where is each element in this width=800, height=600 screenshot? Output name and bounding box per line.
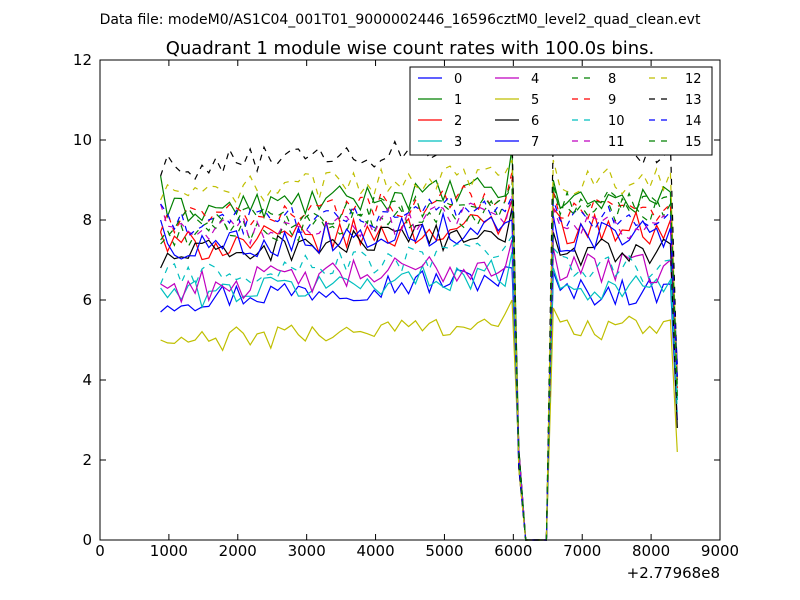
tick-layer: 0 1000 2000 3000 4000 5000 6000 7000 8000 9000 0 2 4… [73,51,739,560]
y-tick-label: 0 [82,531,92,549]
legend-frame [409,66,713,156]
legend-label-5: 5 [531,93,539,108]
x-tick-label: 1000 [150,542,188,560]
series-line-15 [160,183,678,541]
legend-label-6: 6 [531,114,539,129]
series-line-11 [160,195,678,541]
x-tick-label: 9000 [701,542,739,560]
x-tick-label: 5000 [425,542,463,560]
series-line-6 [160,207,678,541]
series-line-14 [160,194,678,541]
x-tick-label: 0 [95,542,105,560]
legend-label-8: 8 [608,72,616,87]
series-line-10 [160,234,678,541]
legend-label-14: 14 [685,114,702,129]
legend-label-4: 4 [531,72,539,87]
y-tick-label: 2 [82,451,92,469]
legend-label-7: 7 [531,135,539,150]
legend-label-9: 9 [608,93,616,108]
series-line-13 [160,130,678,541]
y-tick-label: 10 [73,131,92,149]
legend-label-11: 11 [608,135,625,150]
series-line-3 [160,251,678,541]
legend-label-2: 2 [454,114,462,129]
legend-label-0: 0 [454,72,462,87]
legend-label-10: 10 [608,114,625,129]
series-layer [160,130,678,541]
series-line-1 [160,147,678,541]
chart-title: Quadrant 1 module wise count rates with … [166,38,655,59]
y-tick-label: 4 [82,371,92,389]
series-line-4 [160,239,678,541]
legend-label-13: 13 [685,93,702,108]
series-line-0 [160,266,678,541]
y-tick-label: 12 [73,51,92,69]
series-line-5 [160,299,678,541]
x-tick-label: 2000 [219,542,257,560]
y-tick-label: 6 [82,291,92,309]
x-tick-label: 6000 [494,542,532,560]
series-line-12 [160,159,678,541]
legend-label-15: 15 [685,135,702,150]
x-tick-label: 3000 [288,542,326,560]
legend-label-1: 1 [454,93,462,108]
x-tick-label: 7000 [563,542,601,560]
x-offset-label: +2.77968e8 [627,564,720,582]
y-tick-label: 8 [82,211,92,229]
series-line-2 [160,199,678,541]
x-tick-label: 4000 [356,542,394,560]
legend-label-12: 12 [685,72,702,87]
series-line-7 [160,211,678,541]
legend-label-3: 3 [454,135,462,150]
x-tick-label: 8000 [632,542,670,560]
series-line-8 [160,179,678,541]
chart-suptitle: Data file: modeM0/AS1C04_001T01_90000024… [100,12,701,28]
